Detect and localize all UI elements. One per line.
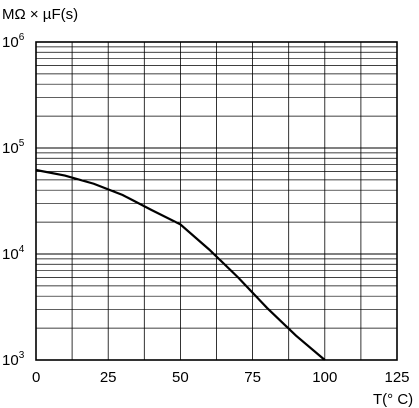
y-tick-label: 103 bbox=[2, 350, 25, 369]
x-tick-labels: 0 25 50 75 100 125 bbox=[32, 369, 410, 386]
plot-frame bbox=[35, 41, 398, 361]
y-tick-base: 10 bbox=[2, 352, 19, 369]
x-tick-label: 25 bbox=[100, 369, 117, 386]
y-tick-base: 10 bbox=[2, 34, 19, 51]
series-line bbox=[35, 168, 326, 361]
x-tick-label: 100 bbox=[312, 369, 337, 386]
x-tick-label: 125 bbox=[384, 369, 409, 386]
y-tick-label: 106 bbox=[2, 32, 25, 51]
y-tick-label: 105 bbox=[2, 138, 25, 157]
y-tick-exponent: 6 bbox=[19, 32, 25, 43]
y-tick-base: 10 bbox=[2, 246, 19, 263]
y-axis-label: MΩ × µF(s) bbox=[2, 6, 78, 23]
x-tick-label: 0 bbox=[32, 369, 40, 386]
y-tick-exponent: 5 bbox=[19, 138, 25, 149]
y-tick-label: 104 bbox=[2, 244, 25, 263]
x-tick-label: 75 bbox=[244, 369, 261, 386]
y-tick-exponent: 3 bbox=[19, 350, 25, 361]
x-tick-label: 50 bbox=[172, 369, 189, 386]
curve-layer bbox=[35, 168, 326, 361]
y-tick-base: 10 bbox=[2, 140, 19, 157]
plot-grid bbox=[35, 41, 398, 361]
x-axis-label: T(° C) bbox=[373, 391, 413, 408]
y-tick-exponent: 4 bbox=[19, 244, 25, 255]
